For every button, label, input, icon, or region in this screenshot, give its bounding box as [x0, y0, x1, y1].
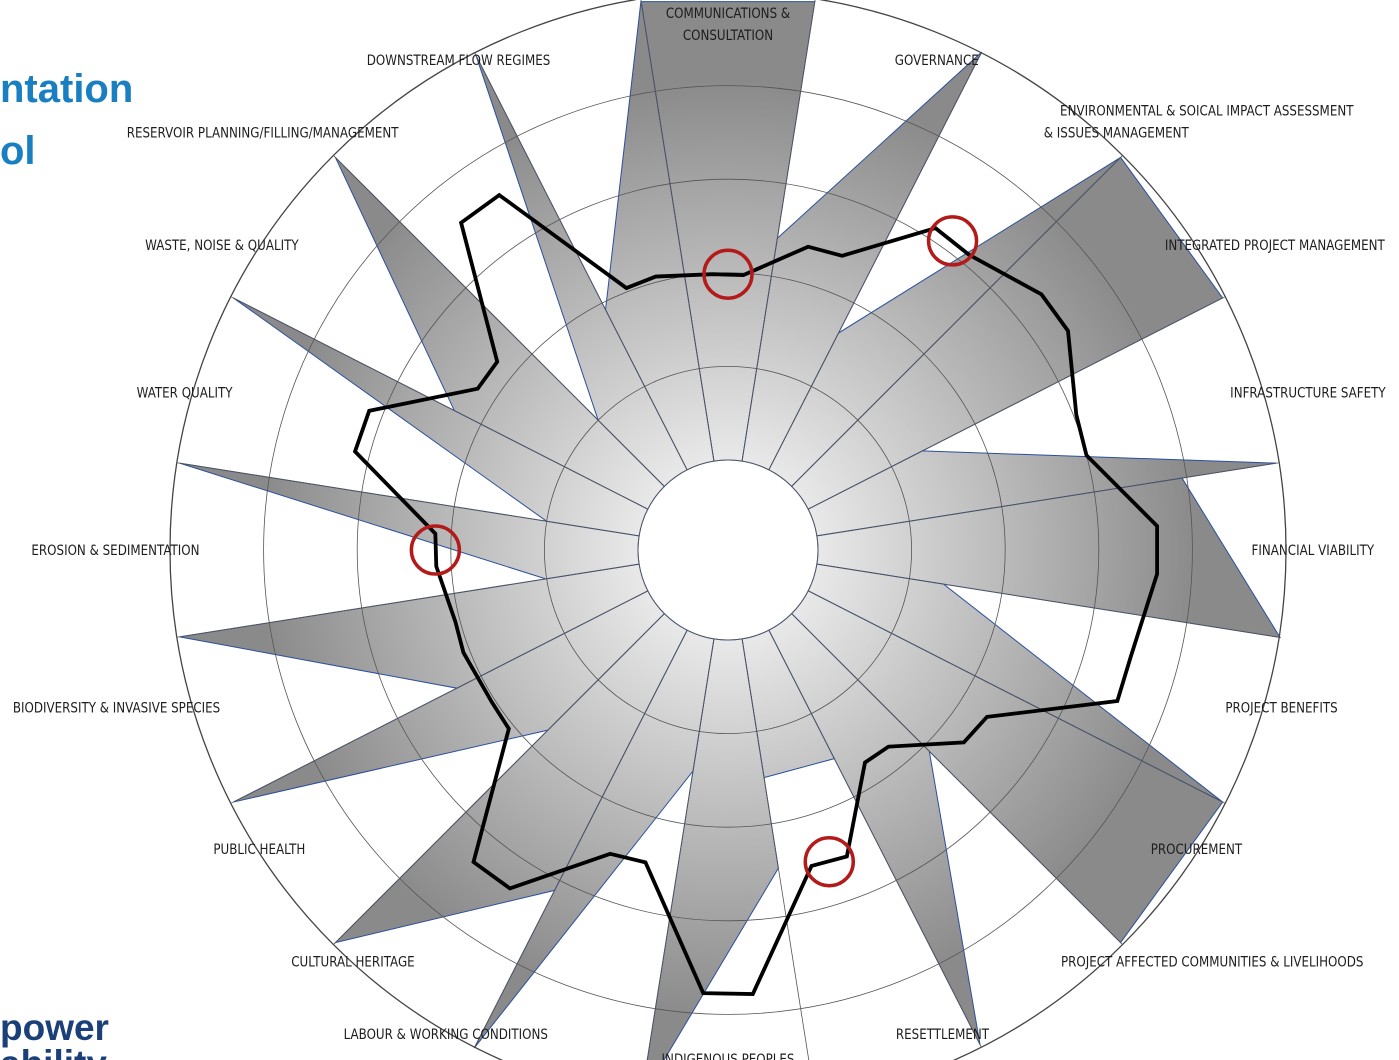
grid-spoke: [768, 630, 982, 1048]
axis-label: PUBLIC HEALTH: [213, 842, 305, 858]
axis-label: GOVERNANCE: [895, 53, 979, 69]
grid-spoke: [768, 52, 982, 470]
grid-spoke: [230, 296, 648, 510]
grid-spoke: [230, 590, 648, 804]
logo: power ability: [0, 1010, 140, 1060]
slide-title: ntation ol: [0, 58, 133, 182]
axis-label: & ISSUES MANAGEMENT: [1044, 125, 1190, 141]
axis-label: INFRASTRUCTURE SAFETY: [1230, 385, 1386, 401]
highlight-circle: [926, 215, 979, 267]
highlight-circle: [409, 524, 462, 576]
grid-ring: [169, 0, 1287, 1060]
axis-label: INTEGRATED PROJECT MANAGEMENT: [1165, 238, 1386, 254]
grid-spoke: [176, 462, 640, 537]
axis-label: PROJECT BENEFITS: [1225, 701, 1337, 717]
axis-label: FINANCIAL VIABILITY: [1252, 543, 1375, 559]
axis-label: CULTURAL HERITAGE: [291, 955, 414, 971]
axis-label: DOWNSTREAM FLOW REGIMES: [367, 53, 551, 69]
grid-spoke: [741, 638, 810, 1060]
grid-ring: [356, 178, 1100, 922]
grid-spoke: [176, 563, 640, 638]
grid-ring: [637, 459, 819, 641]
grid-spoke: [808, 296, 1226, 510]
grid-ring: [544, 365, 913, 735]
logo-line-2: ability: [0, 1045, 140, 1060]
grid-spoke: [816, 462, 1280, 537]
grid-spoke: [646, 638, 715, 1060]
grid-spoke: [791, 155, 1123, 487]
axis-label: EROSION & SEDIMENTATION: [31, 543, 199, 559]
assessment-line: [352, 192, 1159, 996]
grid-spoke: [741, 0, 816, 462]
grid-ring: [263, 85, 1193, 1015]
logo-line-1: power: [0, 1010, 109, 1048]
axis-label: CONSULTATION: [683, 28, 773, 44]
axis-label: WATER QUALITY: [137, 385, 234, 401]
slide-title-line-2: ol: [0, 129, 36, 173]
axis-label: LABOUR & WORKING CONDITIONS: [344, 1027, 548, 1043]
axis-label: INDIGENOUS PEOPLES: [662, 1052, 795, 1060]
grid-spoke: [474, 52, 688, 470]
axis-label: PROJECT AFFECTED COMMUNITIES & LIVELIHOO…: [1061, 955, 1363, 971]
axis-label: RESERVOIR PLANNING/FILLING/MANAGEMENT: [127, 125, 400, 141]
grid-spoke: [333, 155, 665, 487]
grid-spoke: [333, 613, 665, 945]
slide-title-line-1: ntation: [0, 67, 134, 111]
grid-spoke: [816, 563, 1280, 638]
axis-label: BIODIVERSITY & INVASIVE SPECIES: [13, 701, 220, 717]
axis-label: COMMUNICATIONS &: [666, 6, 790, 22]
highlight-circle: [803, 835, 856, 888]
highlight-circle: [702, 248, 754, 300]
grid-spoke: [640, 0, 715, 462]
axis-label: PROCUREMENT: [1151, 842, 1243, 858]
grid-spoke: [791, 613, 1123, 945]
grid-spoke: [808, 590, 1226, 804]
axis-label: WASTE, NOISE & QUALITY: [145, 238, 299, 254]
axis-label: RESETTLEMENT: [896, 1027, 990, 1043]
grid-spoke: [474, 630, 688, 1048]
axis-label: ENVIRONMENTAL & SOICAL IMPACT ASSESSMENT: [1060, 103, 1354, 119]
